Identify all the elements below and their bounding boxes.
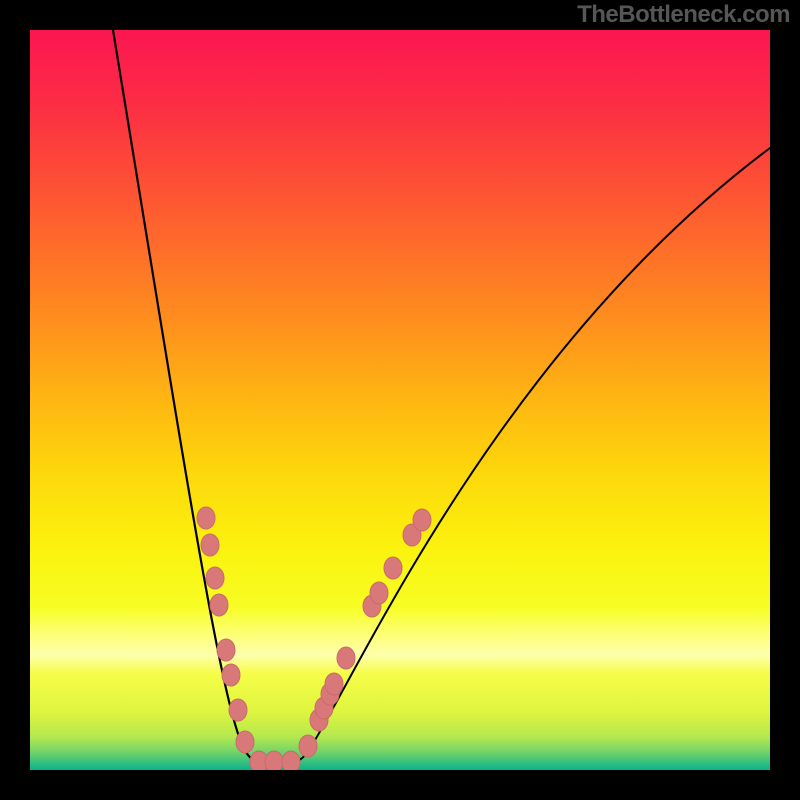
marker-left bbox=[222, 664, 240, 686]
bottleneck-chart bbox=[30, 30, 770, 770]
gradient-background bbox=[30, 30, 770, 770]
marker-left bbox=[217, 639, 235, 661]
marker-right bbox=[370, 582, 388, 604]
marker-left bbox=[236, 731, 254, 753]
marker-right bbox=[299, 735, 317, 757]
marker-left bbox=[201, 534, 219, 556]
marker-right bbox=[325, 673, 343, 695]
marker-left bbox=[229, 699, 247, 721]
marker-left bbox=[197, 507, 215, 529]
marker-bottom bbox=[282, 751, 300, 770]
marker-bottom bbox=[265, 751, 283, 770]
marker-right bbox=[337, 647, 355, 669]
marker-left bbox=[210, 594, 228, 616]
marker-left bbox=[206, 567, 224, 589]
marker-right bbox=[413, 509, 431, 531]
chart-frame: TheBottleneck.com bbox=[0, 0, 800, 800]
watermark-text: TheBottleneck.com bbox=[577, 1, 790, 29]
marker-right bbox=[384, 557, 402, 579]
